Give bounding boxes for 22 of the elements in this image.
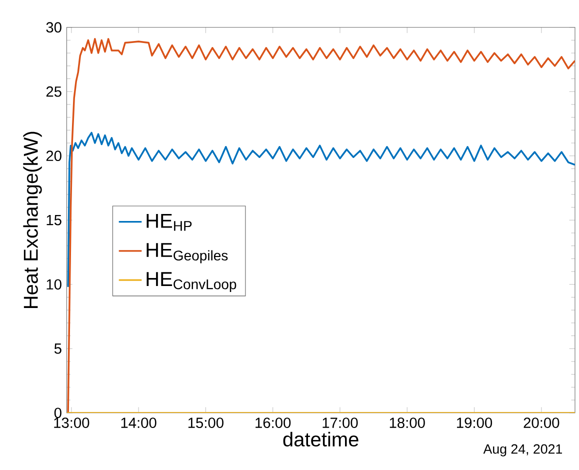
y-tick-label: 20 xyxy=(46,150,62,161)
y-tick-label: 25 xyxy=(46,86,62,97)
y-tick-label: 10 xyxy=(46,279,62,290)
legend-label: HE$_{HP}$ xyxy=(146,214,192,231)
line-series xyxy=(67,38,575,413)
x-tick-label: 15:00 xyxy=(188,417,224,428)
x-tick-label: 19:00 xyxy=(457,417,492,428)
x-tick-label: 18:00 xyxy=(390,417,425,428)
legend-label: HE$_{Geopiles}$ xyxy=(146,242,228,264)
x-tick-label: 13:00 xyxy=(54,417,90,428)
x-axis-title: datetime xyxy=(283,432,358,446)
y-tick-label: 30 xyxy=(46,22,62,32)
x-tick-label: 16:00 xyxy=(256,417,291,428)
text: Aug 24, 2021 xyxy=(483,444,562,456)
y-axis-title: Heat Exchange(kW) xyxy=(23,132,42,308)
y-tick-label: 15 xyxy=(46,214,62,226)
y-tick-label: 5 xyxy=(54,343,62,354)
x-tick-label: 17:00 xyxy=(322,417,358,428)
legend-label: HE$_{ConvLoop}$ xyxy=(146,272,236,292)
x-tick-label: 14:00 xyxy=(121,417,156,428)
x-tick-label: 20:00 xyxy=(524,417,560,428)
y-tick-label: 0 xyxy=(54,408,62,418)
